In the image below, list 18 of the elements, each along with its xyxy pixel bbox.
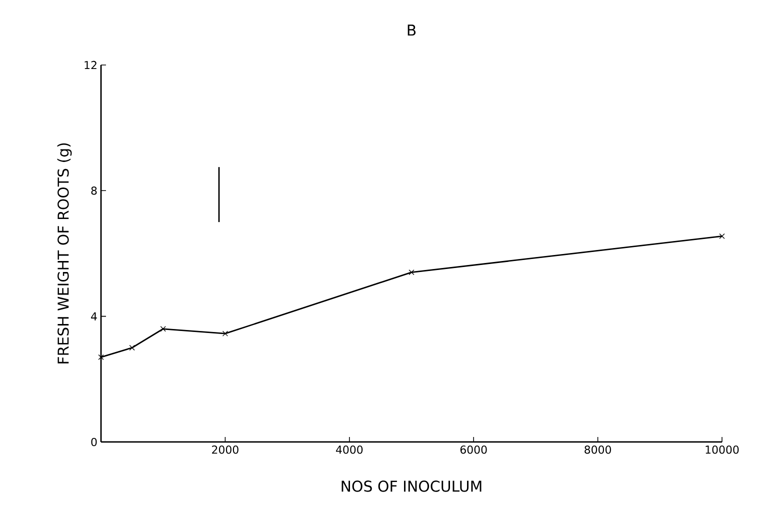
point: [222, 330, 228, 336]
point: [719, 233, 725, 240]
point: [98, 354, 104, 360]
point: [160, 326, 166, 332]
point: [408, 270, 414, 276]
y-tick-label: 0: [91, 438, 97, 446]
x-tick-label: 6000: [460, 446, 487, 454]
point: [129, 344, 135, 351]
x-tick-label: 4000: [336, 446, 363, 454]
y-tick-label: 12: [84, 60, 96, 70]
y-tick-label: 8: [91, 186, 97, 195]
x-tick-label: 10000: [706, 446, 739, 454]
x-tick-label: 8000: [584, 446, 612, 454]
y-axis-title: FRESH WEIGHT OF ROOTS (g): [57, 143, 72, 364]
x-axis-title: NOS OF INOCULUM: [342, 480, 482, 492]
x-tick-label: 2000: [212, 446, 238, 454]
y-tick-label: 4: [91, 312, 97, 320]
chart-title: B: [408, 24, 416, 36]
